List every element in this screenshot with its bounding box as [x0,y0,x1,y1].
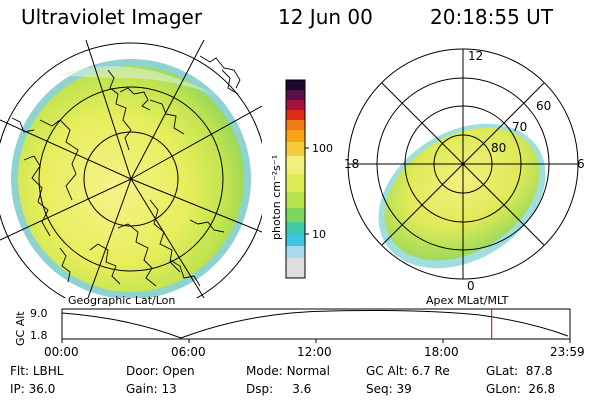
glat-field: GLat: 87.8 [486,364,553,378]
observation-date: 12 Jun 00 [278,5,373,29]
altitude-timeline [61,308,571,343]
observation-time: 20:18:55 UT [430,5,554,29]
ip-value: 36.0 [28,382,56,396]
timeline-ytick-high: 9.0 [30,307,48,320]
mlat-mlt-image [347,48,579,280]
timeline-xtick-1800: 18:00 [424,345,459,359]
gain-value: 13 [161,382,177,396]
left-panel-label: Geographic Lat/Lon [68,294,175,307]
gc-alt-value: 6.7 Re [411,364,450,378]
dsp-value: 3.6 [292,382,312,396]
right-panel-label: Apex MLat/MLT [426,294,509,307]
geographic-image [0,40,262,298]
mlat-label-80: 80 [491,141,506,155]
seq-value: 39 [396,382,412,396]
mlat-label-70: 70 [512,120,527,134]
mlt-label-12: 12 [468,49,483,63]
geo-meridians [0,40,262,298]
colorbar [285,79,309,279]
mlt-label-6: 6 [577,157,585,171]
instrument-title: Ultraviolet Imager [21,5,203,29]
seq-field: Seq: 39 [366,382,412,396]
mlt-meridians [348,49,578,279]
glat-value: 87.8 [525,364,553,378]
glon-field: GLon: 26.8 [486,382,556,396]
timeline-xtick-0600: 06:00 [171,345,206,359]
ip-field: IP: 36.0 [10,382,56,396]
timeline-xtick-2359: 23:59 [550,345,585,359]
glon-value: 26.8 [528,382,556,396]
gain-field: Gain: 13 [126,382,177,396]
timeline-xtick-0000: 00:00 [44,345,79,359]
flt-field: Flt: LBHL [10,364,64,378]
timeline-ytick-low: 1.8 [30,329,48,342]
mode-value: Normal [286,364,330,378]
timeline-ticks [61,339,571,343]
mlat-label-60: 60 [536,99,551,113]
door-field: Door: Open [126,364,195,378]
altitude-curve [61,310,569,339]
door-value: Open [162,364,195,378]
mlt-label-18: 18 [344,157,359,171]
colorbar-tick-100: 100 [312,142,333,155]
colorbar-label: photon cm⁻²s⁻¹ [270,155,283,240]
timeline-xtick-1200: 12:00 [297,345,332,359]
mode-field: Mode: Normal [246,364,330,378]
gc-alt-field: GC Alt: 6.7 Re [366,364,450,378]
timeline-ylabel: GC Alt [14,311,27,346]
coastlines [11,55,241,287]
colorbar-tick-10: 10 [312,228,326,241]
mlt-label-0: 0 [467,279,475,293]
dsp-field: Dsp: 3.6 [246,382,312,396]
flt-value: LBHL [32,364,64,378]
